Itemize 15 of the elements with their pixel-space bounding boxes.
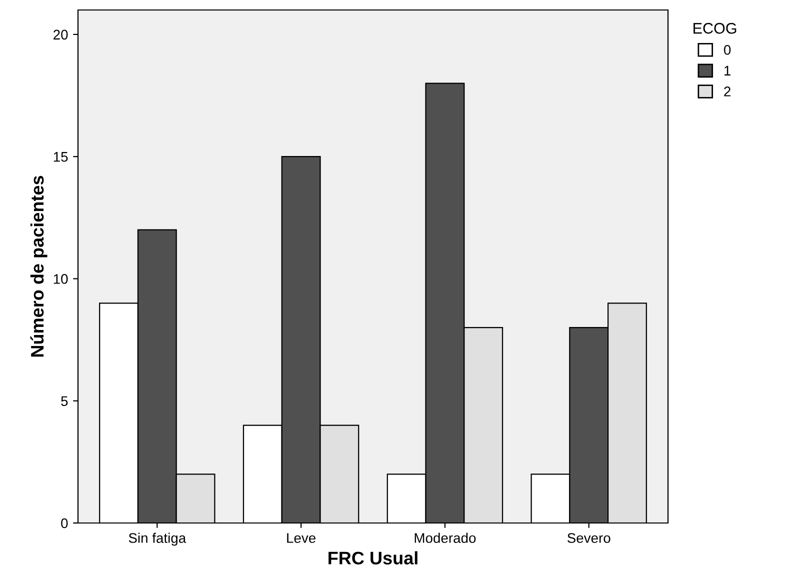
x-tick-label: Sin fatiga <box>128 532 186 546</box>
legend-label: 2 <box>724 86 730 96</box>
x-tick-label: Severo <box>567 533 610 543</box>
y-tick-label: 15 <box>54 152 68 162</box>
x-tick-label: Leve <box>287 533 316 543</box>
y-tick-label: 5 <box>61 396 68 406</box>
y-tick-label: 0 <box>61 518 68 528</box>
y-tick-label: 10 <box>54 274 68 284</box>
y-tick-label: 20 <box>54 30 68 40</box>
legend-label: 0 <box>724 44 731 55</box>
legend-title: ECOG <box>694 22 736 34</box>
y-axis-title: Número de pacientes <box>30 176 48 357</box>
x-axis-title: FRC Usual <box>328 551 418 564</box>
x-tick-label: Moderado <box>414 532 476 543</box>
legend-label: 1 <box>724 66 730 76</box>
